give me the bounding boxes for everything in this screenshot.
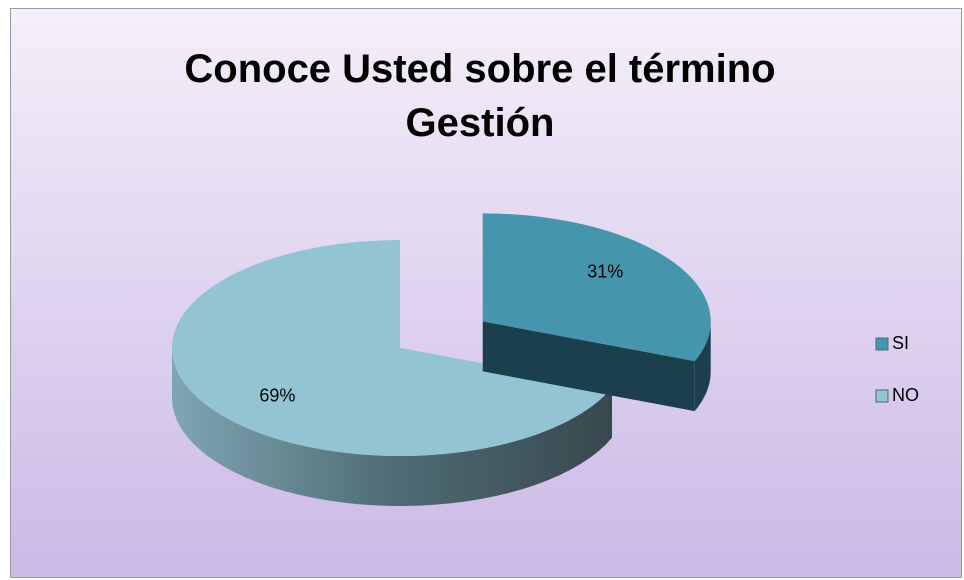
legend-label: SI bbox=[892, 333, 909, 353]
legend-label: NO bbox=[892, 385, 919, 405]
slice-cut-face bbox=[482, 321, 695, 412]
slice-wall bbox=[694, 321, 711, 412]
legend-swatch bbox=[875, 337, 889, 351]
chart-title: Conoce Usted sobre el término Gestión bbox=[184, 47, 776, 145]
slice bbox=[171, 240, 612, 457]
slice-wall bbox=[172, 348, 612, 506]
data-label: 69% bbox=[259, 385, 295, 405]
data-label: 31% bbox=[587, 262, 623, 282]
legend-swatch bbox=[875, 389, 889, 403]
slice bbox=[482, 213, 711, 362]
